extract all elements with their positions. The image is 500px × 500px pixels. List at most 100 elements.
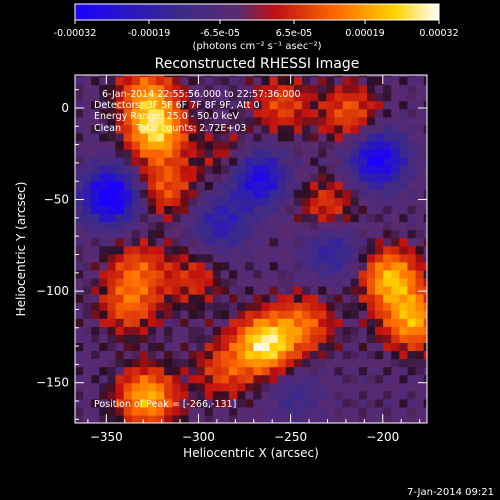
- heatmap-cell: [115, 406, 125, 416]
- heatmap-cell: [423, 414, 427, 423]
- heatmap-cell: [342, 205, 352, 215]
- heatmap-cell: [285, 205, 295, 215]
- heatmap-cell: [139, 334, 149, 344]
- heatmap-cell: [261, 294, 271, 303]
- heatmap-cell: [253, 205, 263, 215]
- heatmap-cell: [366, 213, 376, 223]
- heatmap-cell: [164, 132, 173, 142]
- heatmap-cell: [91, 245, 100, 255]
- heatmap-cell: [302, 76, 311, 86]
- heatmap-cell: [253, 390, 263, 400]
- heatmap-cell: [180, 181, 190, 190]
- heatmap-cell: [375, 253, 384, 263]
- heatmap-cell: [212, 374, 222, 384]
- heatmap-cell: [269, 116, 279, 126]
- heatmap-cell: [172, 366, 182, 376]
- heatmap-cell: [188, 205, 198, 215]
- heatmap-cell: [156, 213, 165, 223]
- heatmap-cell: [350, 326, 360, 335]
- heatmap-cell: [123, 100, 133, 110]
- heatmap-cell: [139, 92, 149, 102]
- heatmap-cell: [172, 76, 182, 86]
- heatmap-cell: [399, 366, 409, 376]
- heatmap-cell: [91, 390, 100, 400]
- heatmap-cell: [334, 116, 344, 126]
- heatmap-cell: [342, 406, 352, 416]
- heatmap-cell: [245, 108, 254, 118]
- heatmap-cell: [245, 277, 254, 287]
- heatmap-cell: [342, 334, 352, 344]
- heatmap-cell: [391, 165, 400, 174]
- heatmap-cell: [253, 197, 263, 207]
- heatmap-cell: [83, 197, 92, 207]
- heatmap-cell: [334, 84, 344, 94]
- heatmap-cell: [220, 390, 230, 400]
- heatmap-cell: [391, 205, 400, 215]
- heatmap-cell: [99, 197, 109, 207]
- heatmap-cell: [188, 165, 198, 174]
- heatmap-cell: [261, 173, 271, 182]
- heatmap-cell: [212, 366, 222, 376]
- heatmap-cell: [375, 310, 384, 319]
- heatmap-cell: [188, 406, 198, 416]
- heatmap-cell: [253, 374, 263, 384]
- heatmap-cell: [391, 76, 400, 86]
- heatmap-cell: [75, 149, 84, 158]
- heatmap-cell: [261, 157, 271, 166]
- heatmap-cell: [293, 181, 303, 190]
- heatmap-cell: [139, 108, 149, 118]
- heatmap-cell: [269, 245, 279, 255]
- heatmap-cell: [83, 358, 92, 368]
- heatmap-cell: [342, 237, 352, 247]
- heatmap-cell: [334, 108, 344, 118]
- heatmap-cell: [269, 149, 279, 158]
- heatmap-cell: [196, 116, 206, 126]
- heatmap-cell: [277, 116, 287, 126]
- heatmap-cell: [139, 132, 149, 142]
- heatmap-cell: [310, 84, 319, 94]
- heatmap-cell: [285, 318, 295, 327]
- heatmap-cell: [261, 302, 271, 311]
- heatmap-cell: [302, 189, 311, 198]
- heatmap-cell: [156, 173, 165, 182]
- heatmap-cell: [131, 205, 141, 215]
- heatmap-cell: [383, 84, 392, 94]
- heatmap-cell: [423, 318, 427, 327]
- heatmap-cell: [237, 213, 246, 223]
- heatmap-cell: [253, 173, 263, 182]
- heatmap-cell: [407, 237, 417, 247]
- heatmap-cell: [115, 310, 125, 319]
- heatmap-cell: [237, 100, 246, 110]
- heatmap-cell: [237, 165, 246, 174]
- heatmap-cell: [91, 76, 100, 86]
- heatmap: [75, 75, 427, 423]
- heatmap-cell: [318, 326, 327, 335]
- heatmap-cell: [164, 382, 173, 392]
- heatmap-cell: [237, 310, 246, 319]
- heatmap-cell: [391, 398, 400, 408]
- heatmap-cell: [131, 334, 141, 344]
- heatmap-cell: [220, 286, 230, 295]
- heatmap-cell: [407, 318, 417, 327]
- heatmap-cell: [293, 189, 303, 198]
- heatmap-cell: [310, 382, 319, 392]
- heatmap-cell: [261, 318, 271, 327]
- heatmap-cell: [334, 326, 344, 335]
- heatmap-cell: [156, 390, 165, 400]
- colorbar-tick-label: -0.00019: [128, 28, 171, 39]
- heatmap-cell: [107, 294, 117, 303]
- heatmap-cell: [383, 261, 392, 271]
- heatmap-cell: [237, 374, 246, 384]
- heatmap-cell: [131, 132, 141, 142]
- heatmap-cell: [253, 140, 263, 150]
- heatmap-cell: [318, 173, 327, 182]
- heatmap-cell: [342, 157, 352, 166]
- heatmap-cell: [220, 213, 230, 223]
- heatmap-cell: [229, 84, 238, 94]
- heatmap-cell: [302, 237, 311, 247]
- heatmap-cell: [383, 310, 392, 319]
- heatmap-cell: [358, 92, 368, 102]
- heatmap-cell: [245, 76, 254, 86]
- heatmap-cell: [99, 116, 109, 126]
- heatmap-cell: [269, 140, 279, 150]
